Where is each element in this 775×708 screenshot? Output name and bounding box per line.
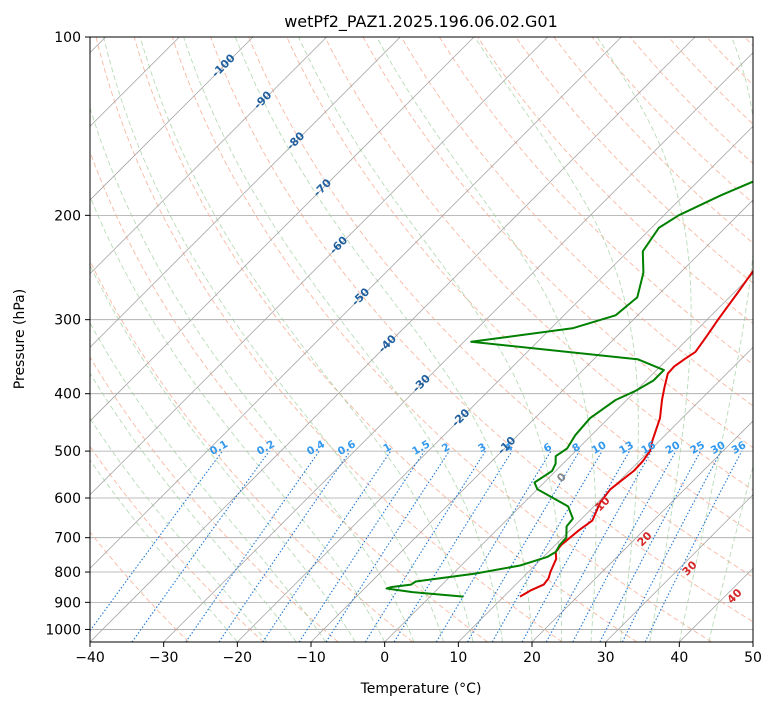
dry-adiabat bbox=[400, 37, 753, 407]
dry-adiabat bbox=[171, 37, 712, 642]
x-tick-label: 40 bbox=[670, 650, 688, 666]
mixing-ratio-line bbox=[435, 450, 552, 642]
mixing-ratio-line bbox=[572, 450, 677, 642]
moist-adiabat bbox=[90, 322, 327, 642]
dry-adiabat bbox=[90, 445, 264, 642]
y-tick-label: 1000 bbox=[45, 622, 81, 638]
mixing-ratio-line bbox=[325, 450, 450, 642]
temperature-line bbox=[519, 269, 753, 598]
y-tick-label: 700 bbox=[54, 531, 81, 547]
isotherm bbox=[605, 494, 753, 642]
y-tick-label: 200 bbox=[54, 208, 81, 224]
moist-adiabat bbox=[139, 37, 474, 642]
moist-adiabat bbox=[90, 195, 386, 642]
moist-adiabat bbox=[474, 37, 639, 642]
isotherm bbox=[384, 273, 753, 642]
dry-adiabat bbox=[95, 37, 563, 642]
axis-layer: −40 −30 −20 −10 0 10 20 30 40 50 100 200 300 400 500 60… bbox=[45, 30, 762, 666]
mixing-ratio-line bbox=[364, 450, 486, 642]
moist-adiabat bbox=[298, 37, 563, 642]
moist-adiabat bbox=[90, 459, 238, 642]
mixing-ratio-line bbox=[599, 450, 701, 642]
dry-adiabat bbox=[90, 531, 190, 642]
moist-adiabat bbox=[183, 37, 503, 642]
x-tick-label: −20 bbox=[223, 650, 253, 666]
isotherm bbox=[90, 37, 401, 348]
y-tick-label: 600 bbox=[54, 491, 81, 507]
moist-adiabat bbox=[678, 37, 753, 642]
dry-adiabat bbox=[133, 37, 638, 642]
dry-adiabat bbox=[90, 356, 339, 642]
isotherm bbox=[90, 37, 548, 496]
x-tick-label: −10 bbox=[296, 650, 326, 666]
isotherm bbox=[237, 125, 753, 642]
isotherm bbox=[310, 199, 753, 642]
mixing-ratio-line bbox=[521, 450, 630, 642]
moist-adiabat bbox=[103, 37, 445, 642]
mixing-ratio-line bbox=[90, 450, 223, 632]
isotherm bbox=[90, 37, 327, 275]
dewpoint-line bbox=[385, 180, 753, 598]
isotherm bbox=[90, 37, 696, 642]
mixing-ratio-line bbox=[131, 450, 270, 642]
x-tick-label: 0 bbox=[380, 650, 389, 666]
mixing-ratio-line bbox=[185, 450, 320, 642]
x-tick-label: 50 bbox=[744, 650, 762, 666]
moist-adiabat bbox=[90, 264, 356, 642]
x-tick-label: 10 bbox=[449, 650, 467, 666]
isotherm bbox=[531, 420, 753, 642]
chart-title: wetPf2_PAZ1.2025.196.06.02.G01 bbox=[284, 12, 558, 32]
dry-adiabat bbox=[515, 37, 753, 284]
dry-adiabat bbox=[90, 150, 488, 642]
isotherm bbox=[752, 641, 753, 642]
isotherm bbox=[163, 52, 753, 642]
moist-adiabat bbox=[234, 37, 533, 642]
x-tick-label: −40 bbox=[75, 650, 105, 666]
y-tick-label: 400 bbox=[54, 387, 81, 403]
mixing-ratio-line bbox=[644, 450, 743, 642]
moist-adiabat bbox=[376, 37, 597, 642]
mixing-ratio-line bbox=[218, 450, 351, 642]
moist-adiabat bbox=[596, 37, 692, 642]
moist-adiabat bbox=[90, 372, 297, 642]
moist-adiabat bbox=[90, 417, 268, 642]
moist-adiabat bbox=[708, 464, 753, 642]
dry-adiabat bbox=[210, 37, 753, 623]
isotherm bbox=[90, 37, 622, 569]
mixing-ratio-line bbox=[298, 450, 425, 642]
y-tick-label: 900 bbox=[54, 595, 81, 611]
x-tick-label: −30 bbox=[149, 650, 179, 666]
y-tick-label: 500 bbox=[54, 444, 81, 460]
isotherm bbox=[458, 346, 753, 642]
y-tick-label: 300 bbox=[54, 313, 81, 329]
isotherm bbox=[90, 37, 475, 422]
dry-adiabat bbox=[439, 37, 753, 365]
x-tick-label: 20 bbox=[523, 650, 541, 666]
mixing-ratio-line bbox=[393, 450, 513, 642]
y-axis-label: Pressure (hPa) bbox=[12, 289, 28, 389]
grid-layer bbox=[90, 37, 753, 642]
mixing-ratio-line bbox=[545, 450, 653, 642]
isotherm bbox=[90, 37, 254, 201]
x-tick-label: 30 bbox=[597, 650, 615, 666]
dry-adiabat bbox=[324, 37, 753, 491]
data-layer bbox=[385, 180, 753, 598]
x-axis-label: Temperature (°C) bbox=[360, 681, 482, 697]
y-tick-label: 100 bbox=[54, 30, 81, 46]
mixing-ratio-line bbox=[621, 450, 722, 642]
dry-adiabat bbox=[248, 37, 753, 578]
mixing-ratio-line bbox=[262, 450, 392, 642]
y-tick-label: 800 bbox=[54, 565, 81, 581]
plot-frame bbox=[89, 36, 754, 643]
